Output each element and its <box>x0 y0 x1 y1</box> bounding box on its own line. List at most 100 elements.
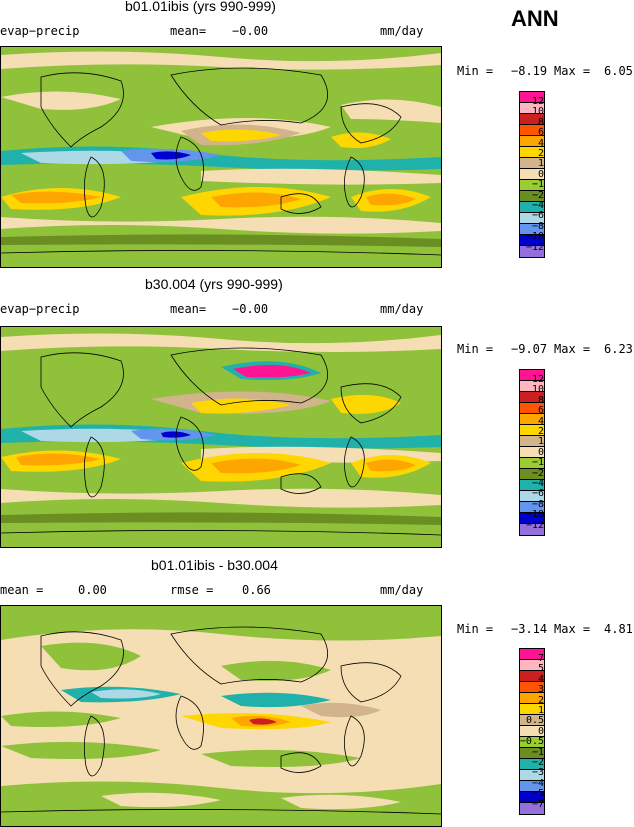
colorbar-level-label: 4 <box>537 137 544 149</box>
colorbar-level-label: −2 <box>531 189 544 201</box>
colorbar-level-label: 10 <box>531 384 544 396</box>
colorbar-swatch <box>520 480 544 491</box>
colorbar-swatch <box>520 792 544 803</box>
panel1-min-value: −8.19 <box>511 64 548 78</box>
colorbar-level-label: 10 <box>531 106 544 118</box>
colorbar-swatch <box>520 682 544 693</box>
colorbar-level-label: −12 <box>525 241 544 253</box>
colorbar-level-label: −4 <box>531 200 544 211</box>
colorbar-swatch <box>520 147 544 158</box>
colorbar-swatch <box>520 513 544 524</box>
colorbar-level-label: −1 <box>531 179 544 191</box>
panel3-max-value: 4.81 <box>604 622 633 636</box>
panel2-mean-value: −0.00 <box>232 302 269 316</box>
panel2-title: b30.004 (yrs 990-999) <box>145 276 283 292</box>
colorbar-swatch <box>520 425 544 436</box>
colorbar-swatch <box>520 158 544 169</box>
colorbar-level-label: −7 <box>531 798 544 810</box>
colorbar-level-label: −6 <box>531 210 544 222</box>
colorbar-level-label: −1 <box>531 457 544 469</box>
colorbar-level-label: 1 <box>537 158 544 170</box>
colorbar-swatch <box>520 469 544 480</box>
colorbar-swatch <box>520 693 544 704</box>
colorbar-level-label: 8 <box>537 394 544 406</box>
colorbar-swatch <box>520 235 544 246</box>
panel3-mean-value: 0.00 <box>78 583 107 597</box>
panel3-rmse-value: 0.66 <box>242 583 271 597</box>
panel3-min-label: Min = <box>457 622 494 636</box>
colorbar-level-label: 1 <box>537 705 544 716</box>
panel1-title: b01.01ibis (yrs 990-999) <box>125 0 276 14</box>
colorbar-swatch <box>520 491 544 502</box>
colorbar-level-label: −0.5 <box>519 736 544 748</box>
panel2-variable: evap−precip <box>0 302 80 316</box>
colorbar-level-label: −5 <box>531 788 544 800</box>
panel2-min-value: −9.07 <box>511 342 548 356</box>
colorbar-level-label: 8 <box>537 116 544 128</box>
panel3-max-label: Max = <box>554 622 591 636</box>
panel1-units: mm/day <box>380 24 424 38</box>
colorbar-swatch <box>520 524 544 535</box>
panel1-variable: evap−precip <box>0 24 80 38</box>
colorbar-level-label: 5 <box>537 663 544 675</box>
panel1-max-value: 6.05 <box>604 64 633 78</box>
colorbar-swatch <box>520 224 544 235</box>
colorbar-swatch <box>520 125 544 136</box>
colorbar-swatch <box>520 136 544 147</box>
colorbar-level-label: 7 <box>537 653 544 664</box>
panel1-colorbar <box>519 91 545 258</box>
colorbar-swatch <box>520 103 544 114</box>
colorbar-swatch <box>520 180 544 191</box>
colorbar-swatch <box>520 403 544 414</box>
colorbar-level-label: 0 <box>537 725 544 737</box>
colorbar-level-label: 1 <box>537 436 544 448</box>
panel2-max-value: 6.23 <box>604 342 633 356</box>
colorbar-swatch <box>520 213 544 224</box>
colorbar-swatch <box>520 370 544 381</box>
colorbar-swatch <box>520 392 544 403</box>
colorbar-level-label: 2 <box>537 148 544 159</box>
colorbar-swatch <box>520 660 544 671</box>
panel3-min-value: −3.14 <box>511 622 548 636</box>
colorbar-level-label: −10 <box>525 509 544 521</box>
colorbar-level-label: −8 <box>531 220 544 232</box>
colorbar-level-label: 12 <box>531 374 544 385</box>
season-label: ANN <box>511 6 559 31</box>
colorbar-swatch <box>520 770 544 781</box>
colorbar-level-label: −1 <box>531 746 544 758</box>
colorbar-level-label: 6 <box>537 405 544 417</box>
panel1-mean-value: −0.00 <box>232 24 269 38</box>
panel3-colorbar <box>519 648 545 815</box>
colorbar-level-label: −8 <box>531 498 544 510</box>
colorbar-swatch <box>520 447 544 458</box>
panel2-min-label: Min = <box>457 342 494 356</box>
colorbar-swatch <box>520 191 544 202</box>
colorbar-level-label: −4 <box>531 777 544 789</box>
colorbar-swatch <box>520 202 544 213</box>
colorbar-level-label: −3 <box>531 767 544 779</box>
colorbar-level-label: 3 <box>537 684 544 696</box>
colorbar-level-label: −4 <box>531 478 544 489</box>
colorbar-level-label: 4 <box>537 415 544 427</box>
colorbar-swatch <box>520 649 544 660</box>
colorbar-swatch <box>520 381 544 392</box>
panel1-mean-label: mean= <box>170 24 207 38</box>
panel2-map <box>0 326 442 548</box>
colorbar-level-label: 0 <box>537 446 544 458</box>
colorbar-level-label: 6 <box>537 127 544 139</box>
colorbar-level-label: 0 <box>537 168 544 180</box>
colorbar-swatch <box>520 759 544 770</box>
colorbar-swatch <box>520 748 544 759</box>
colorbar-level-label: 12 <box>531 96 544 107</box>
colorbar-level-label: −12 <box>525 519 544 531</box>
panel3-map <box>0 605 442 827</box>
panel3-mean-label: mean = <box>0 583 44 597</box>
panel3-title: b01.01ibis - b30.004 <box>151 557 278 573</box>
colorbar-swatch <box>520 92 544 103</box>
colorbar-level-label: 2 <box>537 694 544 706</box>
colorbar-level-label: −2 <box>531 467 544 479</box>
panel1-map <box>0 46 442 268</box>
colorbar-level-label: 2 <box>537 426 544 437</box>
panel2-units: mm/day <box>380 302 424 316</box>
colorbar-swatch <box>520 715 544 726</box>
